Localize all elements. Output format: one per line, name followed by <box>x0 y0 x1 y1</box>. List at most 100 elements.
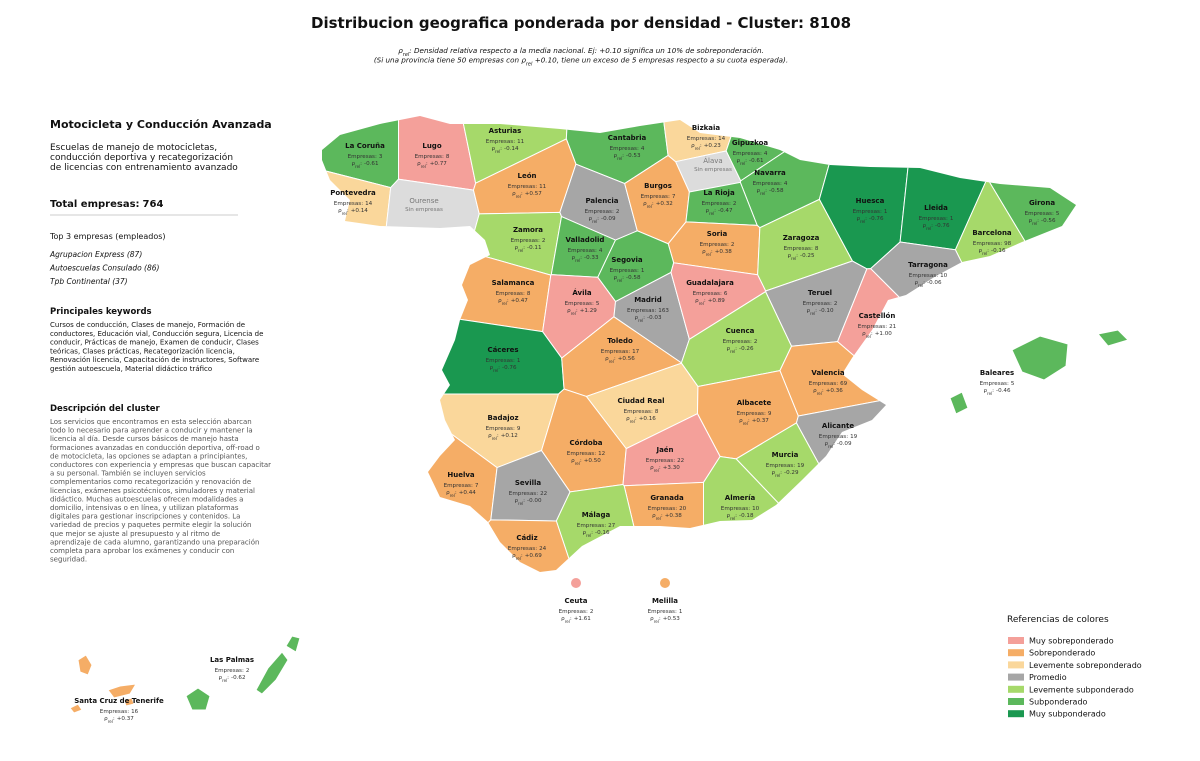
rho-sep: : <box>521 191 523 197</box>
legend-label: Levemente sobreponderado <box>1029 661 1142 670</box>
rho-value: -0.62 <box>231 675 245 681</box>
province-count: Empresas: 16 <box>100 709 139 715</box>
rho-value: +0.77 <box>430 161 448 167</box>
top-company: Agrupacion Express (87) <box>49 250 142 259</box>
count-value: 10 <box>940 273 948 279</box>
rho-symbol: ρ <box>643 201 647 207</box>
rho-value: -0.09 <box>837 441 852 447</box>
rho-subscript: rel <box>526 62 533 68</box>
province-rho: ρrel: +1.00 <box>862 331 892 339</box>
rho-symbol: ρ <box>351 161 355 167</box>
province-count: Empresas: 19 <box>766 463 805 469</box>
province-count: Empresas: 22 <box>509 491 547 497</box>
province-count: Empresas: 1 <box>610 268 645 274</box>
province-count: Empresas: 1 <box>486 358 521 364</box>
rho-value: -0.26 <box>739 346 754 352</box>
rho-sep: : <box>659 465 661 471</box>
rho-subscript: rel <box>565 619 570 624</box>
rho-value: -0.11 <box>527 245 542 251</box>
rho-symbol: ρ <box>914 280 918 286</box>
province-rho: ρrel: -0.76 <box>489 365 517 373</box>
province-name: Soria <box>707 230 728 238</box>
province-rho: ρrel: +0.12 <box>488 433 518 441</box>
province-name: La Rioja <box>703 189 735 197</box>
rho-symbol: ρ <box>726 513 730 519</box>
count-label: Empresas: <box>486 358 515 364</box>
count-label: Empresas: <box>646 458 675 464</box>
rho-sep: : <box>614 356 616 362</box>
rho-symbol: ρ <box>983 388 987 394</box>
count-value: 7 <box>672 194 676 200</box>
rho-value: +3.30 <box>663 465 681 471</box>
count-value: 4 <box>641 146 645 152</box>
rho-subscript: rel <box>495 149 500 154</box>
province-rho: ρrel: +0.50 <box>571 458 601 466</box>
count-value: 1 <box>641 268 645 274</box>
count-label: Empresas: <box>648 506 677 512</box>
total-label: Total empresas: <box>50 199 140 210</box>
rho-symbol: ρ <box>488 433 492 439</box>
rho-subscript: rel <box>518 501 523 506</box>
rho-subscript: rel <box>108 719 113 724</box>
province-name: Murcia <box>772 451 799 459</box>
province-count: Empresas: 4 <box>568 248 603 254</box>
rho-subscript: rel <box>617 156 622 161</box>
count-label: Empresas: <box>753 181 782 187</box>
province-name: Cádiz <box>516 534 537 542</box>
cluster-line: aprendizaje de cada alumno, garantizando… <box>50 538 259 546</box>
province <box>107 683 137 699</box>
province-name: Bizkaia <box>692 124 721 132</box>
province-rho: ρrel: -0.26 <box>726 346 754 354</box>
keywords-line: teóricas, Clases prácticas, Recategoriza… <box>50 347 235 355</box>
province-name: Córdoba <box>570 439 603 447</box>
rho-value: -0.10 <box>819 308 834 314</box>
count-value: 4 <box>764 151 768 157</box>
rho-value: +0.69 <box>525 553 543 559</box>
rho-subscript: rel <box>571 311 576 316</box>
rho-symbol: ρ <box>613 153 617 159</box>
count-label: Empresas: <box>858 324 887 330</box>
province-rho: ρrel: -0.10 <box>806 308 834 316</box>
rho-subscript: rel <box>695 146 700 151</box>
rho-sep: : <box>576 308 578 314</box>
rho-value: -0.61 <box>749 158 764 164</box>
rho-subscript: rel <box>450 493 455 498</box>
rho-subscript: rel <box>730 349 735 354</box>
count-value: 8 <box>815 246 819 252</box>
cluster-line: didáctico. Muchas autoescuelas ofrecen m… <box>50 495 243 503</box>
rho-subscript: rel <box>918 283 923 288</box>
count-value: 4 <box>599 248 603 254</box>
rho-sep: : <box>455 490 457 496</box>
province-name: Jaén <box>655 446 673 454</box>
rho-subscript: rel <box>654 619 659 624</box>
cluster-line: formaciones avanzadas en conducción depo… <box>50 444 260 452</box>
province-count: Empresas: 27 <box>577 523 616 529</box>
rho-subscript: rel <box>493 368 498 373</box>
count-label: Empresas: <box>648 609 677 615</box>
rho-sep: : <box>659 616 661 622</box>
legend-label: Subponderado <box>1029 698 1088 707</box>
rho-sep: : <box>597 216 599 222</box>
count-label: Empresas: <box>693 291 722 297</box>
rho-value: -0.47 <box>718 208 733 214</box>
province-name: Lleida <box>924 204 948 212</box>
rho-subscript: rel <box>516 556 521 561</box>
count-value: 2 <box>834 301 838 307</box>
rho-value: +0.44 <box>459 490 477 496</box>
province-rho: ρrel: -0.29 <box>771 470 799 478</box>
rho-symbol: ρ <box>862 331 866 337</box>
count-value: 1 <box>517 358 521 364</box>
count-label: Empresas: <box>508 184 537 190</box>
keywords-line: conductores, Educación vial, Conducción … <box>50 330 263 338</box>
rho-subscript: rel <box>638 318 643 323</box>
legend-label: Muy subponderado <box>1029 710 1106 719</box>
rho-subscript: rel <box>760 191 765 196</box>
legend-label: Promedio <box>1029 673 1067 682</box>
count-value: 2 <box>616 209 620 215</box>
rho-symbol: ρ <box>514 245 518 251</box>
count-value: 14 <box>365 201 373 207</box>
count-label: Empresas: <box>687 136 716 142</box>
count-value: 22 <box>540 491 547 497</box>
province-name: Huelva <box>447 471 475 479</box>
rho-value: +0.50 <box>584 458 602 464</box>
